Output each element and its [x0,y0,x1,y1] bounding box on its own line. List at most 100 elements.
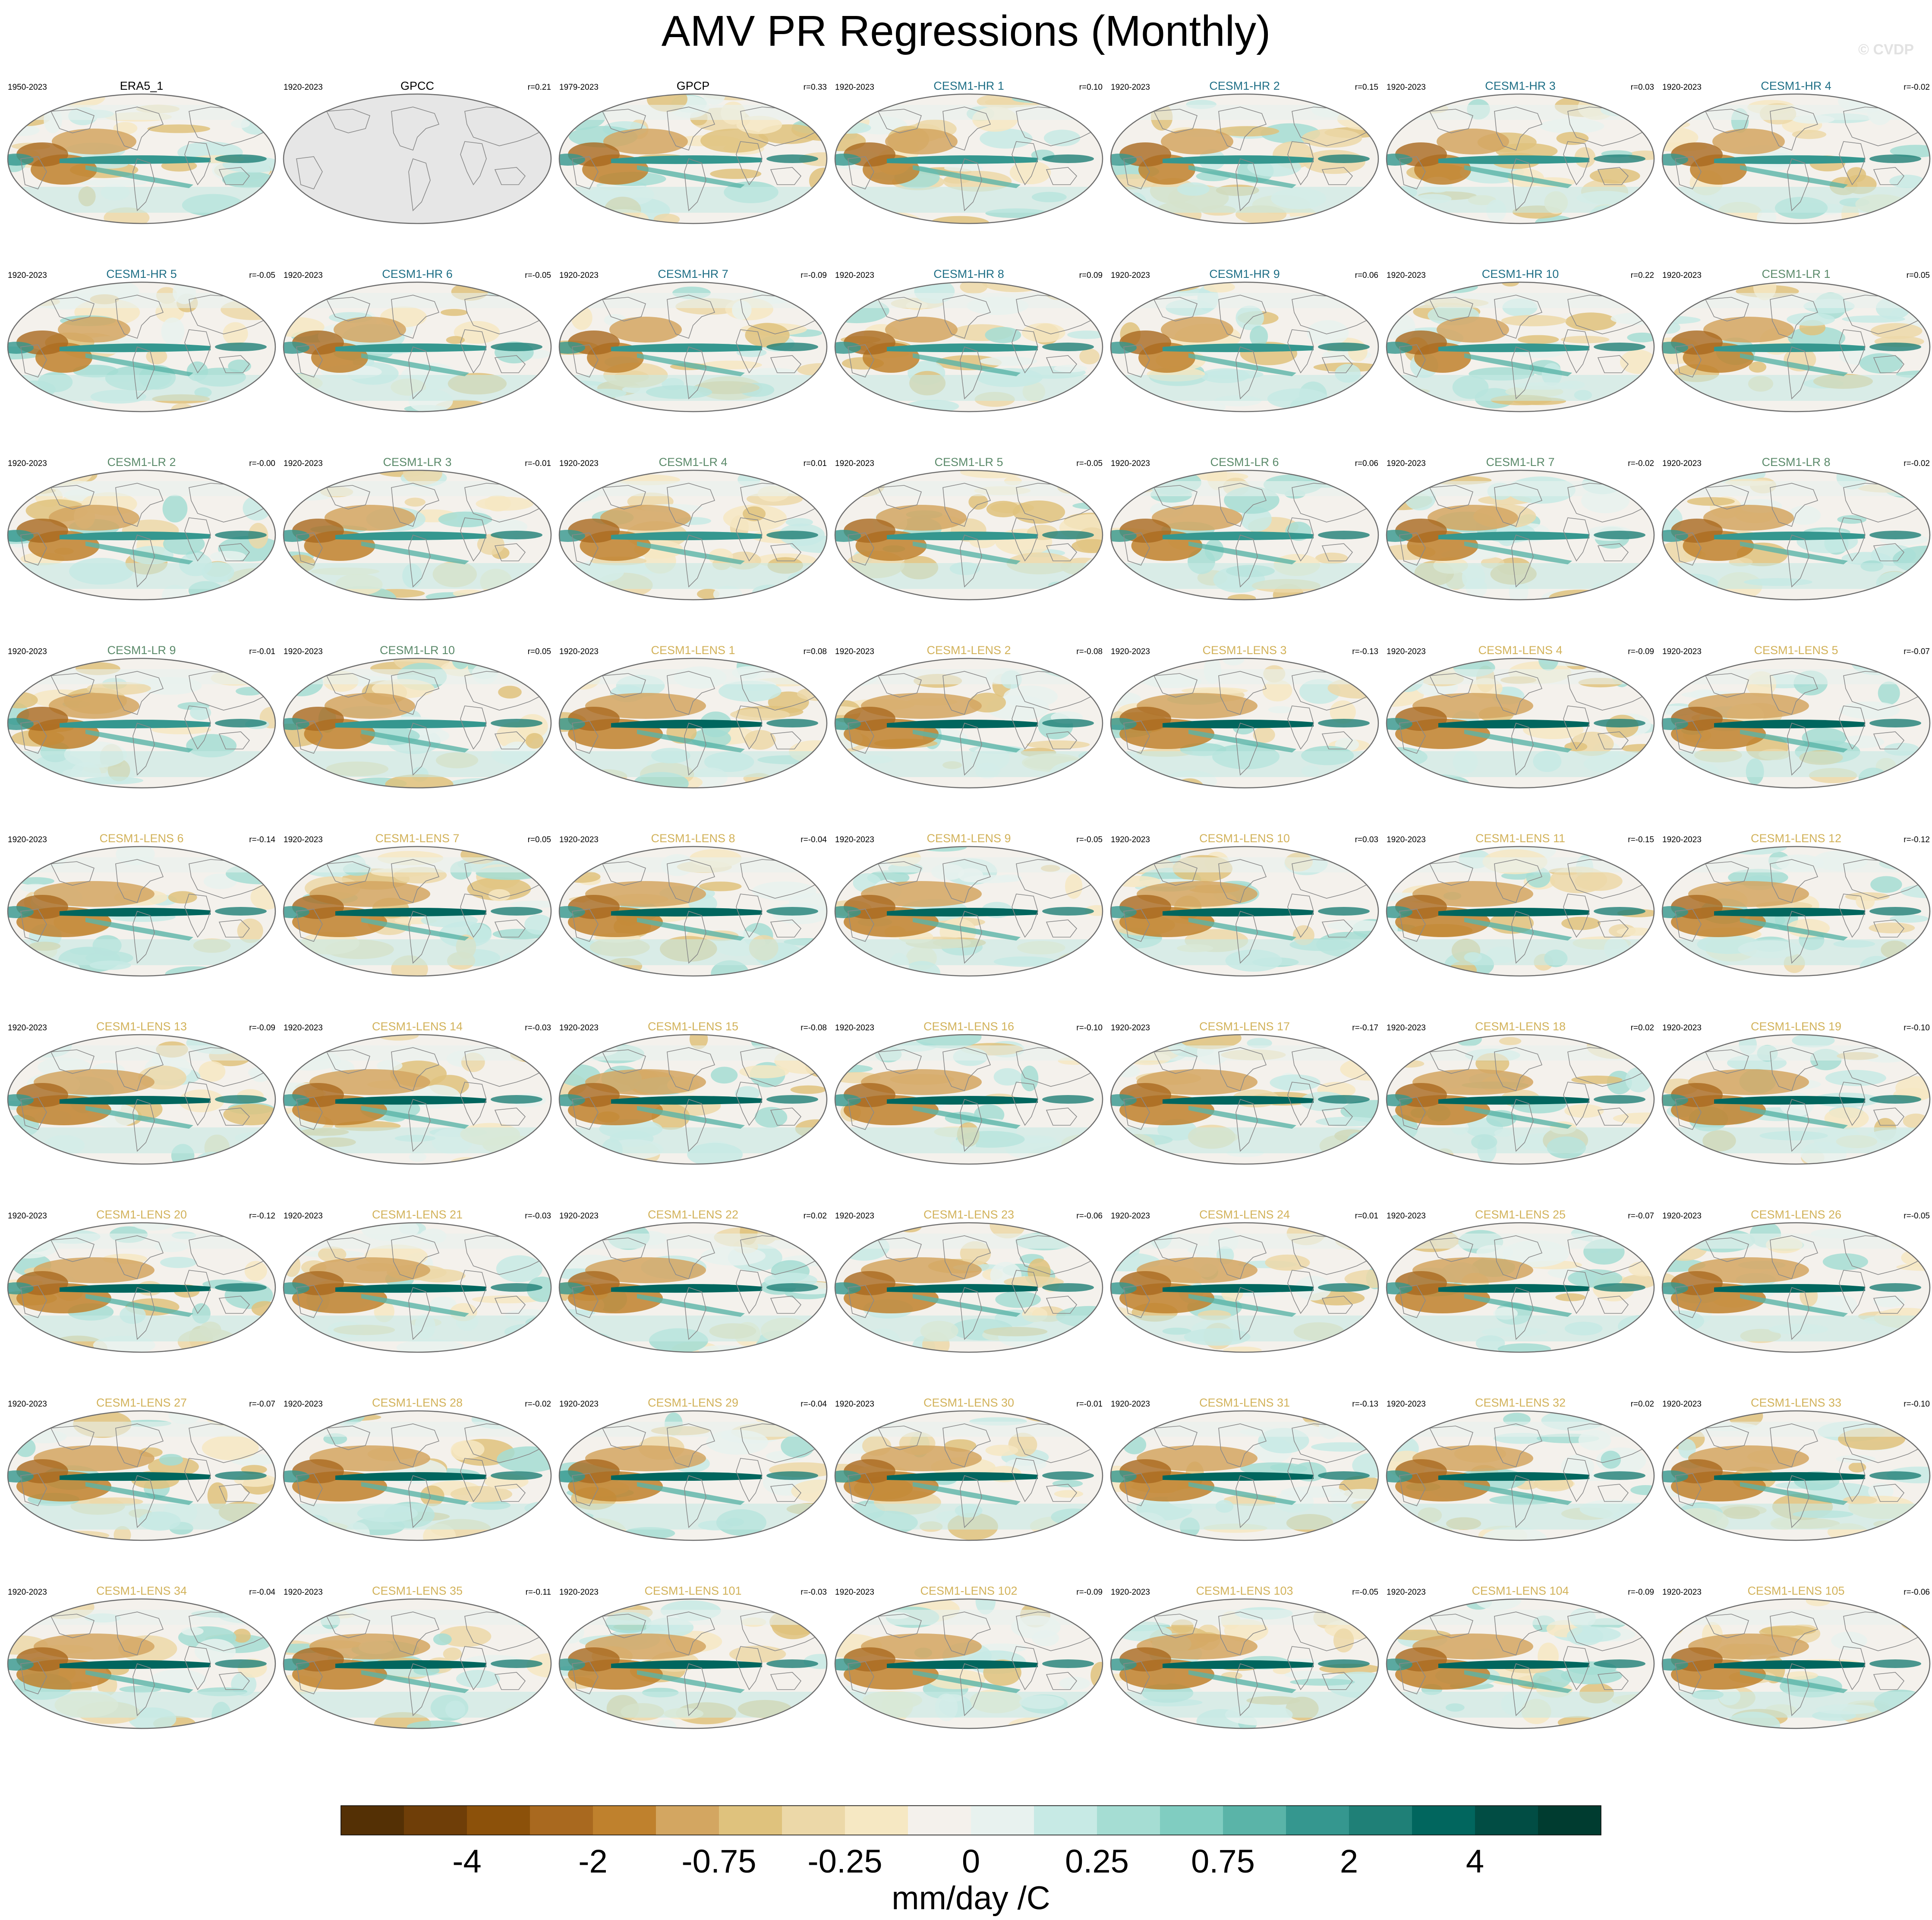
map-field [284,282,551,412]
panel-correlation: r=-0.08 [1076,647,1103,656]
regression-panel: ERA5_1 1950-2023 [7,79,276,224]
panel-period: 1920-2023 [559,1588,599,1597]
regression-panel: CESM1-LENS 17 1920-2023 r=-0.17 [1110,1020,1379,1165]
panel-correlation: r=-0.01 [525,459,551,468]
panel-period: 1920-2023 [1662,1023,1702,1032]
panel-title: CESM1-LENS 35 [372,1584,463,1597]
map-field [1111,470,1378,600]
panel-correlation: r=0.02 [804,1212,827,1221]
panel-correlation: r=0.33 [804,83,827,92]
regression-panel: CESM1-LENS 7 1920-2023 r=0.05 [283,832,552,977]
panel-correlation: r=0.02 [1631,1023,1654,1032]
colorbar-tick-label: -2 [578,1843,608,1880]
panel-correlation: r=-0.10 [1904,1400,1930,1409]
regression-panel: CESM1-LENS 33 1920-2023 r=-0.10 [1661,1396,1931,1541]
panel-title: CESM1-HR 2 [1209,79,1280,92]
panel-period: 1920-2023 [559,647,599,656]
map-field [8,94,275,223]
regression-panel: CESM1-LENS 5 1920-2023 r=-0.07 [1661,644,1931,789]
panel-title: CESM1-LENS 21 [372,1208,463,1221]
panel-title: CESM1-LENS 3 [1202,644,1286,657]
map-field [8,847,275,976]
panel-period: 1920-2023 [1662,459,1702,468]
colorbar-swatch [656,1806,719,1835]
panel-correlation: r=0.01 [1355,1212,1378,1221]
panel-correlation: r=-0.07 [1904,647,1930,656]
map-field [559,470,827,600]
panel-period: 1920-2023 [559,271,599,280]
panel-period: 1920-2023 [8,647,47,656]
panel-period: 1920-2023 [284,459,323,468]
map-field [284,1411,551,1540]
regression-panel: CESM1-LENS 11 1920-2023 r=-0.15 [1386,832,1655,977]
map-field [1111,847,1378,976]
panel-correlation: r=-0.12 [249,1212,275,1221]
map-field [835,470,1103,600]
panel-title: CESM1-HR 4 [1761,79,1831,92]
panel-correlation: r=-0.04 [801,835,827,844]
regression-panel: CESM1-HR 3 1920-2023 r=0.03 [1386,79,1655,224]
regression-panel: CESM1-LENS 105 1920-2023 r=-0.06 [1661,1584,1931,1729]
map-field [559,658,827,788]
panel-correlation: r=-0.17 [1352,1023,1378,1032]
colorbar-tick-label: 2 [1340,1843,1358,1880]
regression-panel: CESM1-LR 3 1920-2023 r=-0.01 [283,456,552,601]
panel-title: CESM1-LENS 15 [648,1020,738,1033]
map-field [1111,282,1378,412]
map-field [1111,1599,1378,1728]
panel-title: CESM1-LENS 102 [920,1584,1017,1597]
map-field [835,1223,1103,1352]
panel-title: CESM1-LENS 29 [648,1396,738,1409]
panel-correlation: r=0.03 [1355,835,1378,844]
map-field [1387,1035,1654,1164]
panel-title: CESM1-LENS 23 [923,1208,1014,1221]
panel-period: 1920-2023 [8,1023,47,1032]
panel-title: CESM1-LENS 5 [1754,644,1838,657]
panel-title: CESM1-LENS 18 [1475,1020,1566,1033]
map-field [1387,658,1654,788]
panel-title: CESM1-HR 8 [933,268,1004,280]
regression-panel: CESM1-LR 7 1920-2023 r=-0.02 [1386,456,1655,601]
panel-correlation: r=-0.03 [525,1212,551,1221]
panel-period: 1920-2023 [1387,1588,1426,1597]
panel-correlation: r=0.21 [528,83,551,92]
panel-correlation: r=-0.13 [1352,1400,1378,1409]
colorbar-swatch [782,1806,845,1835]
regression-panel: GPCP 1979-2023 r=0.33 [558,79,828,224]
panel-period: 1920-2023 [835,1023,874,1032]
panel-correlation: r=-0.02 [1904,459,1930,468]
panel-correlation: r=0.09 [1079,271,1103,280]
panel-title: CESM1-LENS 6 [99,832,183,845]
map-field [1111,94,1378,223]
regression-panel: CESM1-LR 2 1920-2023 r=-0.00 [7,456,276,601]
panel-period: 1920-2023 [284,835,323,844]
colorbar-swatch [1349,1806,1412,1835]
map-field [284,94,551,223]
panel-period: 1920-2023 [1662,647,1702,656]
panel-period: 1920-2023 [835,647,874,656]
panel-correlation: r=-0.14 [249,835,275,844]
map-field [1111,1035,1378,1164]
panel-correlation: r=-0.12 [1904,835,1930,844]
colorbar-tick-label: -4 [452,1843,482,1880]
panel-correlation: r=-0.03 [525,1023,551,1032]
panel-title: CESM1-LENS 32 [1475,1396,1566,1409]
colorbar-tick-label: 0.25 [1065,1843,1129,1880]
panel-correlation: r=-0.05 [525,271,551,280]
map-field [1387,1223,1654,1352]
regression-panel: CESM1-LENS 31 1920-2023 r=-0.13 [1110,1396,1379,1541]
panel-title: CESM1-LENS 7 [375,832,459,845]
regression-panel: CESM1-LENS 104 1920-2023 r=-0.09 [1386,1584,1655,1729]
panel-correlation: r=-0.04 [249,1588,275,1597]
regression-panel: CESM1-LR 10 1920-2023 r=0.05 [283,644,552,789]
panel-period: 1920-2023 [1662,1400,1702,1409]
cvdp-credit: © CVDP [1858,41,1914,58]
map-field [559,282,827,412]
panel-correlation: r=-0.05 [249,271,275,280]
panel-period: 1920-2023 [835,835,874,844]
panel-title: CESM1-HR 10 [1482,268,1559,280]
panel-period: 1920-2023 [1111,459,1150,468]
panel-period: 1920-2023 [1387,459,1426,468]
panel-correlation: r=-0.03 [801,1588,827,1597]
regression-panel: CESM1-HR 6 1920-2023 r=-0.05 [283,268,552,412]
